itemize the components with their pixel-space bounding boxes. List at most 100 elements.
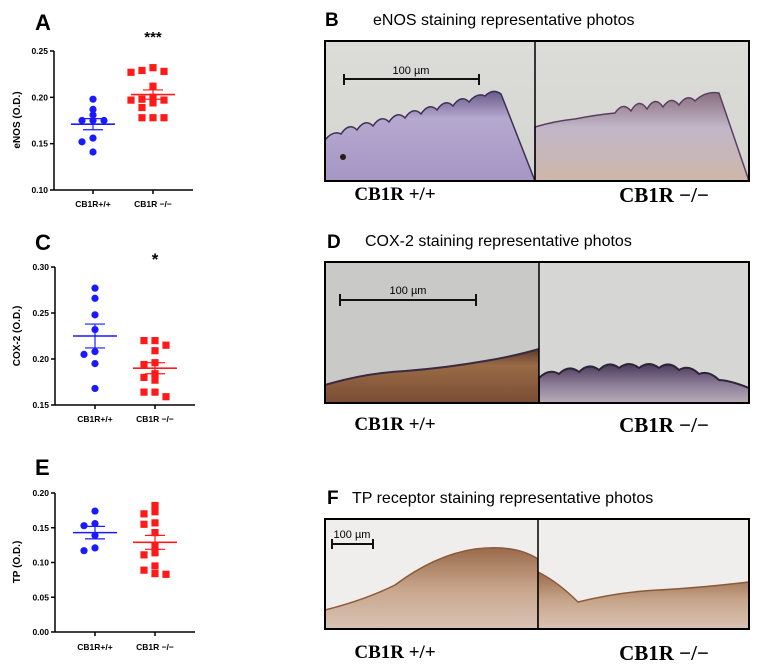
y-tick-label: 0.20: [32, 488, 49, 498]
y-axis-label: eNOS (O.D.): [12, 91, 23, 148]
data-point: [138, 66, 146, 75]
photo-frame: [324, 261, 750, 404]
photo-panel-tp: F TP receptor staining representative ph…: [324, 488, 750, 665]
photo-frame: [324, 518, 750, 630]
x-tick-label-wildtype: CB1R+/+: [77, 414, 112, 424]
data-point: [160, 114, 168, 122]
photo-panel-title: eNOS staining representative photos: [373, 12, 634, 29]
photo-panel-enos: B eNOS staining representative photos 10…: [324, 10, 751, 207]
data-point: [151, 570, 159, 578]
data-point: [151, 501, 159, 510]
panel-letter-a: A: [35, 10, 51, 35]
data-point: [151, 549, 159, 557]
x-tick-label-wildtype: CB1R+/+: [75, 199, 110, 209]
chart-enos: A *** eNOS (O.D.) CB1R+/+ CB1R −/− 0.10 0…: [12, 10, 193, 209]
panel-letter-f: F: [327, 488, 339, 509]
data-point: [149, 82, 157, 90]
data-point: [138, 103, 146, 112]
data-point: [127, 68, 135, 76]
x-tick-label-knockout: CB1R −/−: [136, 414, 174, 424]
y-tick-label: 0.15: [32, 523, 49, 533]
y-axis-label: COX-2 (O.D.): [12, 306, 23, 367]
data-point: [80, 350, 88, 358]
scale-bar-label: 100 µm: [390, 285, 427, 297]
data-point: [140, 337, 148, 345]
y-tick-label: 0.10: [32, 558, 49, 568]
data-point: [91, 360, 99, 368]
data-point: [89, 134, 97, 142]
data-point: [151, 376, 159, 384]
data-point: [151, 388, 159, 396]
data-point: [149, 64, 157, 72]
data-point: [140, 551, 148, 559]
data-point: [89, 95, 97, 103]
y-tick-label: 0.20: [32, 354, 49, 364]
micrograph-knockout: [538, 262, 750, 404]
data-point: [91, 294, 99, 302]
y-tick-label: 0.10: [31, 185, 48, 195]
scale-bar: 100 µm: [343, 65, 480, 85]
y-tick-label: 0.25: [31, 46, 48, 56]
y-tick-label: 0.25: [32, 308, 49, 318]
y-tick-label: 0.00: [32, 627, 49, 637]
scale-bar: 100 µm: [331, 529, 374, 549]
data-point: [89, 148, 97, 156]
significance-marker: *: [152, 250, 159, 269]
data-point: [160, 67, 168, 75]
data-point: [80, 522, 88, 530]
panel-letter-c: C: [35, 230, 51, 255]
micrograph-wildtype: [324, 41, 537, 182]
panel-letter-e: E: [35, 455, 50, 480]
significance-marker: ***: [144, 29, 162, 46]
x-tick-label-knockout: CB1R −/−: [134, 199, 172, 209]
data-point: [91, 544, 99, 552]
micrograph-knockout: [537, 519, 750, 630]
data-point: [140, 520, 148, 528]
y-tick-label: 0.20: [31, 92, 48, 102]
chart-tp: E TP (O.D.) CB1R+/+ CB1R −/− 0.00 0.05 0.1…: [12, 455, 195, 652]
genotype-label-wildtype: CB1R +/+: [354, 642, 435, 663]
data-point: [162, 570, 170, 578]
chart-cox2: C * COX-2 (O.D.) CB1R+/+ CB1R −/− 0.15 0.…: [12, 230, 195, 424]
data-point: [89, 105, 97, 113]
data-point: [140, 373, 148, 381]
data-point: [151, 337, 159, 345]
data-point: [140, 388, 148, 396]
data-point: [149, 99, 157, 107]
micrograph-knockout: [534, 41, 751, 182]
panel-letter-b: B: [325, 10, 339, 31]
data-point: [151, 519, 159, 527]
x-tick-label-wildtype: CB1R+/+: [77, 642, 112, 652]
y-tick-label: 0.05: [32, 592, 49, 602]
scale-bar: 100 µm: [339, 285, 477, 306]
y-tick-label: 0.15: [31, 139, 48, 149]
panel-letter-d: D: [327, 232, 341, 253]
y-tick-label: 0.15: [32, 400, 49, 410]
photo-frame: [324, 40, 750, 182]
data-point: [127, 96, 135, 104]
data-point: [138, 95, 146, 103]
data-point: [91, 384, 99, 393]
data-point: [140, 510, 148, 518]
data-point: [91, 284, 99, 292]
data-point: [140, 566, 148, 574]
data-point: [151, 529, 159, 537]
genotype-label-knockout: CB1R −/−: [619, 641, 709, 665]
data-point: [151, 508, 159, 516]
photo-panel-title: COX-2 staining representative photos: [365, 233, 632, 250]
genotype-label-wildtype: CB1R +/+: [354, 414, 435, 435]
micrograph-wildtype: [324, 519, 539, 630]
genotype-label-knockout: CB1R −/−: [619, 413, 709, 437]
micrograph-wildtype: [324, 262, 540, 404]
data-point: [78, 138, 86, 146]
data-point: [162, 393, 170, 401]
data-point: [78, 116, 86, 125]
data-point: [138, 114, 146, 122]
data-point: [91, 348, 99, 356]
genotype-label-wildtype: CB1R +/+: [354, 184, 435, 205]
y-tick-label: 0.30: [32, 262, 49, 272]
data-point: [151, 562, 159, 570]
data-point: [162, 341, 170, 349]
data-point: [80, 547, 88, 555]
